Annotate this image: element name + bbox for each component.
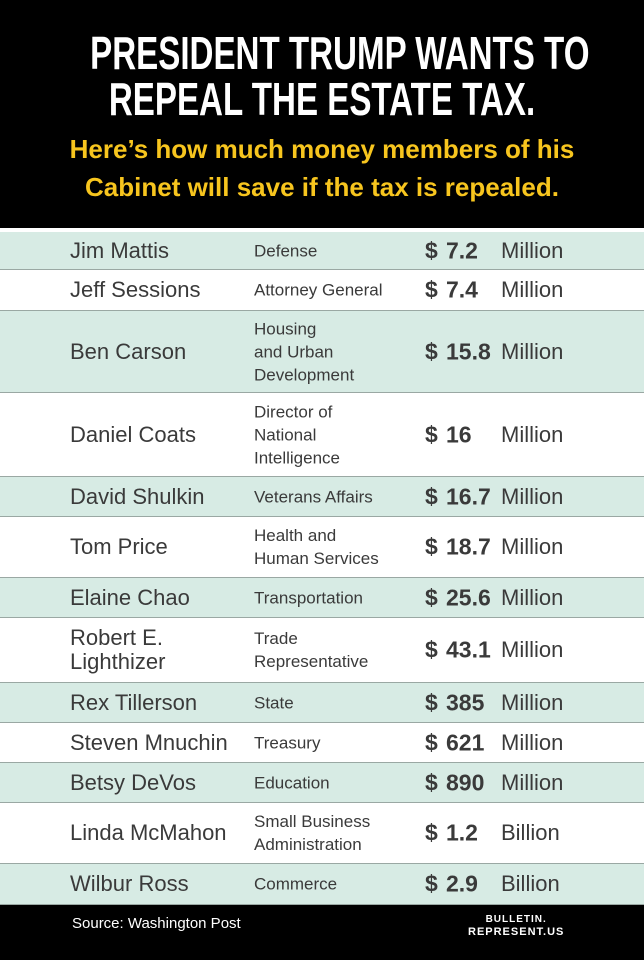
member-name: Ben Carson (70, 338, 187, 364)
table-row: Steven Mnuchin Treasury $621 Million (0, 723, 644, 763)
department: Director of National Intelligence (254, 402, 341, 467)
table-row: Betsy DeVos Education $890 Million (0, 763, 644, 803)
unit: Million (501, 277, 564, 302)
unit: Billion (501, 820, 560, 845)
department: Attorney General (254, 280, 383, 300)
currency: $ (425, 533, 438, 560)
member-name: Steven Mnuchin (70, 729, 228, 755)
member-name: Robert E. Lighthizer (70, 625, 166, 674)
amount: 385 (446, 689, 485, 715)
logo: BULLETIN. REPRESENT.US (468, 914, 564, 938)
unit: Million (501, 237, 564, 263)
currency: $ (425, 819, 438, 846)
member-name: Rex Tillerson (70, 689, 198, 715)
member-name: Jim Mattis (70, 237, 169, 263)
currency: $ (425, 729, 438, 755)
unit: Million (501, 689, 564, 715)
department: Health and Human Services (254, 526, 379, 568)
member-name: Wilbur Ross (70, 871, 189, 896)
logo-line: REPRESENT.US (468, 926, 565, 938)
table: Jim Mattis Defense $7.2 Million Jeff Session… (0, 228, 644, 905)
member-name: Betsy DeVos (70, 769, 196, 795)
department: Housing and Urban Development (254, 319, 355, 384)
member-name: Linda McMahon (70, 820, 227, 845)
amount: 2.9 (446, 870, 478, 897)
member-name: Jeff Sessions (70, 277, 201, 302)
unit: Million (501, 729, 564, 755)
amount: 621 (446, 729, 485, 755)
table-row: Robert E. Lighthizer Trade Representative… (0, 618, 644, 683)
title-line: REPEAL THE ESTATE TAX. (108, 73, 536, 125)
footer: Source: Washington Post BULLETIN. REPRES… (0, 905, 644, 960)
amount: 890 (446, 769, 485, 795)
member-name: Tom Price (70, 534, 168, 559)
source: Source: Washington Post (72, 915, 241, 932)
currency: $ (425, 483, 438, 509)
table-row: Jim Mattis Defense $7.2 Million (0, 232, 644, 270)
unit: Million (501, 534, 564, 559)
department: Education (254, 773, 330, 792)
table-row: Linda McMahon Small Business Administrati… (0, 803, 644, 864)
unit: Million (501, 584, 564, 610)
subtitle-line: Here’s how much money members of his (69, 134, 575, 164)
department: Commerce (254, 874, 338, 894)
department: Small Business Administration (254, 812, 371, 854)
table-row: Tom Price Health and Human Services $18.7 M… (0, 517, 644, 578)
unit: Million (501, 769, 564, 795)
currency: $ (425, 636, 438, 663)
member-name: Daniel Coats (70, 421, 196, 447)
department: Treasury (254, 733, 321, 752)
unit: Million (501, 338, 564, 364)
currency: $ (425, 237, 438, 263)
department: Trade Representative (254, 629, 369, 671)
amount: 1.2 (446, 819, 478, 846)
currency: $ (425, 769, 438, 795)
table-row: Jeff Sessions Attorney General $7.4 Million (0, 270, 644, 311)
unit: Million (501, 637, 564, 662)
table-row: Daniel Coats Director of National Intelli… (0, 393, 644, 477)
amount: 25.6 (446, 584, 491, 610)
amount: 16.7 (446, 483, 491, 509)
table-row: Wilbur Ross Commerce $2.9 Billion (0, 864, 644, 905)
currency: $ (425, 276, 438, 303)
logo-line: BULLETIN. (485, 914, 547, 925)
unit: Million (501, 421, 564, 447)
department: Transportation (254, 588, 363, 607)
currency: $ (425, 689, 438, 715)
subtitle-line: Cabinet will save if the tax is repealed… (85, 172, 559, 202)
table-row: David Shulkin Veterans Affairs $16.7 Millio… (0, 477, 644, 517)
department: State (254, 693, 294, 712)
table-row: Rex Tillerson State $385 Million (0, 683, 644, 723)
member-name: Elaine Chao (70, 584, 190, 610)
unit: Million (501, 483, 564, 509)
member-name: David Shulkin (70, 483, 205, 509)
table-row: Ben Carson Housing and Urban Development $… (0, 311, 644, 393)
amount: 7.4 (446, 276, 478, 303)
currency: $ (425, 870, 438, 897)
table-row: Elaine Chao Transportation $25.6 Million (0, 578, 644, 618)
amount: 15.8 (446, 338, 491, 364)
amount: 7.2 (446, 237, 478, 263)
header: PRESIDENT TRUMP WANTS TO REPEAL THE ESTA… (0, 0, 644, 228)
department: Veterans Affairs (254, 487, 373, 506)
currency: $ (425, 338, 438, 364)
department: Defense (254, 241, 318, 260)
currency: $ (425, 421, 438, 447)
currency: $ (425, 584, 438, 610)
amount: 16 (446, 421, 472, 447)
title-line: PRESIDENT TRUMP WANTS TO (90, 27, 590, 79)
amount: 18.7 (446, 533, 491, 560)
unit: Billion (501, 871, 560, 896)
amount: 43.1 (446, 636, 491, 663)
